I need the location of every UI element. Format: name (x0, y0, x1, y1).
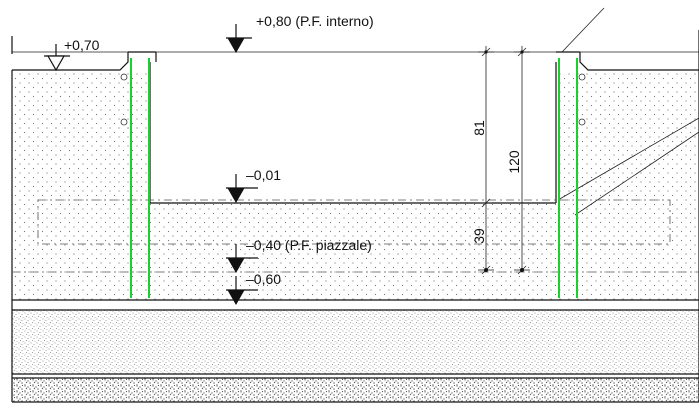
wall-rebar (130, 58, 578, 298)
level-label-m001: –0,01 (246, 167, 281, 183)
level-marker-m040: –0,40 (P.F. piazzale) (226, 237, 372, 274)
level-marker-m060: –0,60 (226, 271, 281, 306)
ground-fill (12, 70, 699, 402)
level-label-m060: –0,60 (246, 271, 281, 287)
dimension-81: 81 (471, 120, 487, 136)
level-marker-p080: +0,80 (P.F. interno) (226, 13, 374, 54)
level-label-p070: +0,70 (64, 37, 100, 53)
dimension-lines: 81 120 39 (471, 46, 530, 275)
level-marker-m001: –0,01 (226, 167, 281, 204)
dimension-39: 39 (471, 228, 487, 244)
footing-outline (12, 199, 699, 273)
level-label-m040: –0,40 (P.F. piazzale) (246, 237, 372, 253)
dimension-120: 120 (506, 150, 522, 174)
level-marker-p070: +0,70 (44, 37, 100, 72)
bar-sections (120, 73, 586, 126)
contour-lines (11, 7, 699, 403)
level-label-p080: +0,80 (P.F. interno) (256, 13, 374, 29)
